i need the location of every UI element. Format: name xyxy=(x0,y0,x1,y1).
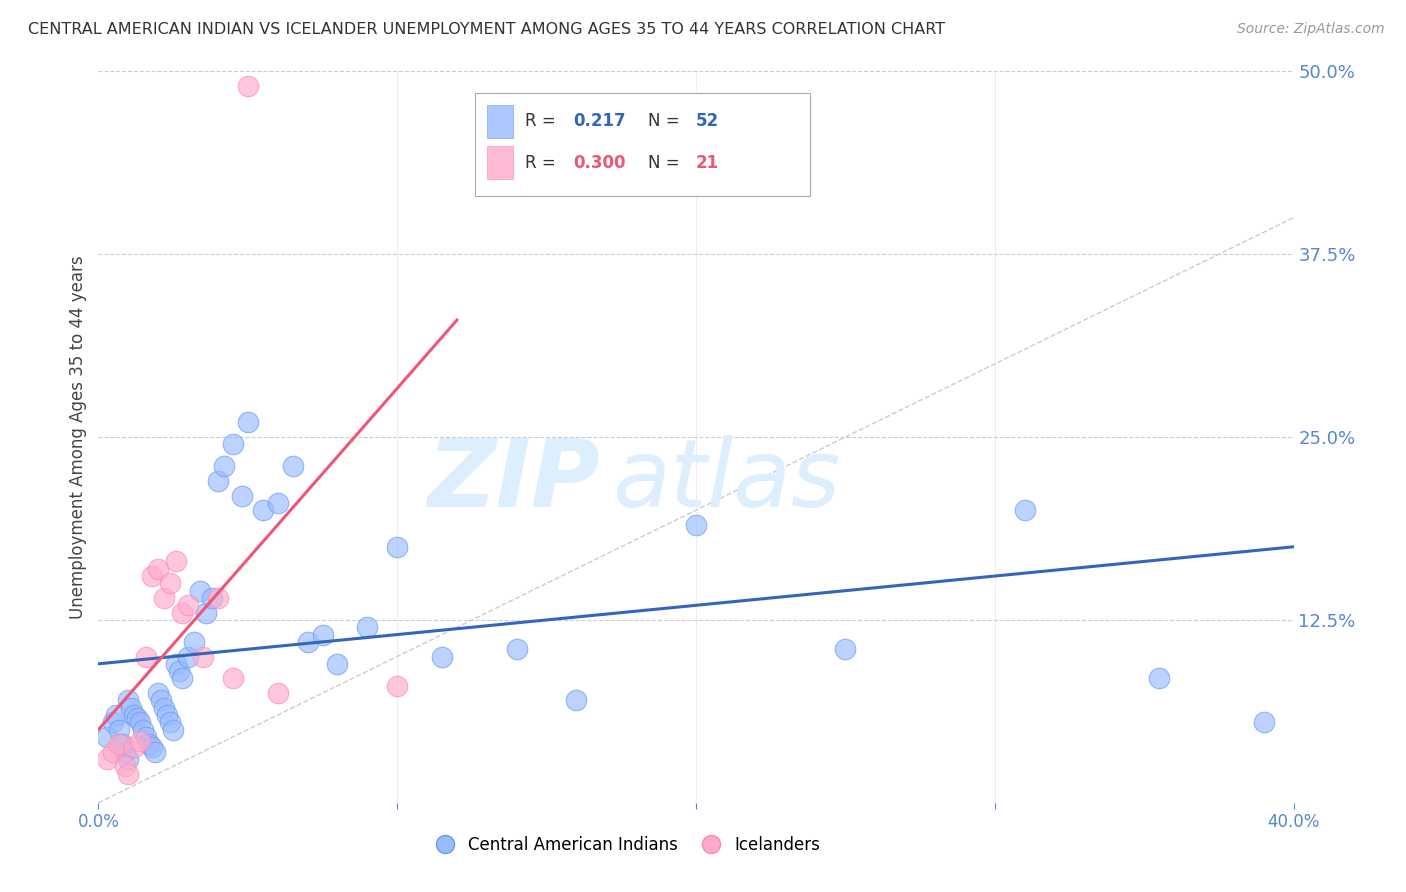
Point xyxy=(183,635,205,649)
Point xyxy=(188,583,211,598)
Text: CENTRAL AMERICAN INDIAN VS ICELANDER UNEMPLOYMENT AMONG AGES 35 TO 44 YEARS CORR: CENTRAL AMERICAN INDIAN VS ICELANDER UNE… xyxy=(28,22,945,37)
Point xyxy=(117,693,139,707)
Point xyxy=(96,730,118,744)
Point xyxy=(1014,503,1036,517)
Point xyxy=(311,627,333,641)
Text: atlas: atlas xyxy=(613,435,841,526)
Point xyxy=(111,737,134,751)
Point xyxy=(124,708,146,723)
Point xyxy=(356,620,378,634)
Point xyxy=(506,642,529,657)
Point xyxy=(167,664,190,678)
Point xyxy=(135,649,157,664)
Point xyxy=(148,562,170,576)
Point xyxy=(191,649,214,664)
Legend: Central American Indians, Icelanders: Central American Indians, Icelanders xyxy=(422,829,827,860)
Point xyxy=(143,745,166,759)
FancyBboxPatch shape xyxy=(486,146,513,179)
Point xyxy=(135,730,157,744)
Text: Source: ZipAtlas.com: Source: ZipAtlas.com xyxy=(1237,22,1385,37)
Point xyxy=(129,734,152,748)
Point xyxy=(132,723,155,737)
Point xyxy=(103,745,125,759)
Text: N =: N = xyxy=(648,112,685,130)
Point xyxy=(138,737,160,751)
Point xyxy=(207,474,229,488)
Text: ZIP: ZIP xyxy=(427,435,600,527)
Point xyxy=(159,576,181,591)
Point xyxy=(129,715,152,730)
Text: 0.217: 0.217 xyxy=(572,112,626,130)
Point xyxy=(120,700,142,714)
Point xyxy=(117,766,139,780)
Point xyxy=(108,723,131,737)
Point xyxy=(165,657,187,671)
Text: 21: 21 xyxy=(696,153,718,172)
Point xyxy=(153,591,176,605)
Point xyxy=(222,672,245,686)
Point xyxy=(685,517,707,532)
Point xyxy=(281,459,304,474)
Point xyxy=(172,606,194,620)
Point xyxy=(153,700,176,714)
Point xyxy=(150,693,173,707)
Point xyxy=(207,591,229,605)
Point xyxy=(177,649,200,664)
Point xyxy=(252,503,274,517)
Text: R =: R = xyxy=(524,112,561,130)
Point xyxy=(114,759,136,773)
Point xyxy=(385,679,409,693)
Point xyxy=(103,715,125,730)
Text: 0.300: 0.300 xyxy=(572,153,626,172)
Point xyxy=(127,711,149,725)
Y-axis label: Unemployment Among Ages 35 to 44 years: Unemployment Among Ages 35 to 44 years xyxy=(69,255,87,619)
Point xyxy=(148,686,170,700)
Point xyxy=(177,599,200,613)
FancyBboxPatch shape xyxy=(486,104,513,137)
Text: R =: R = xyxy=(524,153,561,172)
Point xyxy=(201,591,224,605)
Point xyxy=(117,752,139,766)
Point xyxy=(108,737,131,751)
Point xyxy=(172,672,194,686)
Point xyxy=(385,540,409,554)
Text: N =: N = xyxy=(648,153,685,172)
FancyBboxPatch shape xyxy=(475,94,810,195)
Point xyxy=(159,715,181,730)
Point xyxy=(565,693,588,707)
Point xyxy=(1147,672,1170,686)
Point xyxy=(165,554,187,568)
Point xyxy=(141,740,163,755)
Point xyxy=(267,686,290,700)
Point xyxy=(1253,715,1275,730)
Point xyxy=(222,437,245,451)
Point xyxy=(114,745,136,759)
Point xyxy=(105,708,128,723)
Text: 52: 52 xyxy=(696,112,718,130)
Point xyxy=(297,635,319,649)
Point xyxy=(96,752,118,766)
Point xyxy=(267,496,290,510)
Point xyxy=(236,416,259,430)
Point xyxy=(430,649,453,664)
Point xyxy=(156,708,179,723)
Point xyxy=(326,657,349,671)
Point xyxy=(212,459,235,474)
Point xyxy=(141,569,163,583)
Point xyxy=(236,78,259,93)
Point xyxy=(195,606,218,620)
Point xyxy=(834,642,856,657)
Point xyxy=(124,740,146,755)
Point xyxy=(162,723,184,737)
Point xyxy=(231,489,253,503)
